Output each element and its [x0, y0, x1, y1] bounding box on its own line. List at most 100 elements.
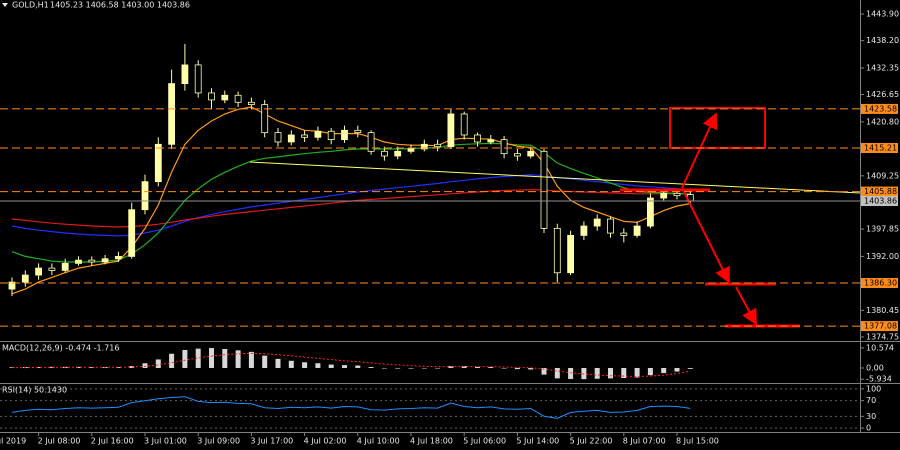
histogram-bar	[634, 367, 640, 378]
down-arrow	[683, 191, 730, 284]
candle-body	[553, 227, 561, 274]
candle-body	[181, 64, 189, 84]
up-arrow	[681, 112, 718, 189]
histogram-bar	[222, 349, 228, 368]
candle-body	[221, 94, 229, 101]
candle-body	[367, 132, 375, 152]
frame	[0, 0, 900, 433]
candle-body	[354, 129, 362, 134]
candle-body	[540, 150, 548, 229]
candle-body	[261, 104, 269, 134]
histogram-bar	[687, 367, 693, 369]
candle-body	[487, 139, 495, 143]
x-tick-label: 5 Jul 22:00	[570, 437, 613, 446]
histogram-bar	[142, 363, 148, 368]
y-tick-label: 1443.90	[866, 10, 899, 19]
histogram-bar	[674, 367, 680, 372]
histogram-bar	[355, 365, 361, 368]
candle-body	[500, 139, 508, 155]
histogram-bar	[302, 362, 308, 368]
candle-body	[35, 267, 42, 276]
candle-body	[88, 259, 96, 263]
candle-body	[247, 101, 255, 106]
y-tick-label: 1392.00	[866, 252, 899, 261]
level-label-box	[861, 143, 898, 154]
histogram-bar	[182, 349, 188, 368]
last-price-label: 1403.86	[864, 197, 897, 206]
candle-body	[115, 256, 122, 260]
x-tick-label: 2 Jul 08:00	[38, 437, 81, 446]
candle-body	[527, 150, 535, 157]
candle-body	[620, 232, 628, 236]
histogram-bar	[328, 364, 334, 368]
x-tick-label: 3 Jul 17:00	[250, 437, 293, 446]
candle-body	[673, 192, 681, 197]
level-label-box	[861, 103, 898, 114]
histogram-bar	[435, 367, 441, 369]
level-label: 1405.88	[864, 187, 897, 196]
candle-body	[341, 129, 348, 141]
x-tick-label: 4 Jul 02:00	[304, 437, 347, 446]
candle-body	[327, 130, 335, 141]
candle-body	[434, 143, 442, 148]
histogram-bar	[541, 367, 547, 375]
histogram-bar	[248, 351, 254, 368]
level-label-box	[861, 321, 898, 332]
histogram-bar	[115, 367, 121, 368]
candle-body	[567, 234, 574, 274]
candle-body	[168, 83, 176, 145]
histogram-bar	[568, 367, 574, 379]
y-tick-label: -5.934	[866, 375, 892, 384]
histogram-bar	[608, 367, 613, 379]
x-tick-label: 5 Jul 14:00	[516, 437, 559, 446]
histogram-bar	[288, 360, 294, 368]
y-tick-label: 0	[866, 424, 871, 433]
last-price-box	[861, 196, 898, 207]
y-tick-label: 1380.45	[866, 306, 899, 315]
trend-line	[249, 161, 860, 194]
candle-body	[8, 281, 16, 290]
candle-body	[301, 134, 309, 138]
histogram-bar	[195, 348, 201, 368]
panel-title: MACD(12,26,9) -0.474 -1.716	[2, 344, 119, 353]
quote: 1405.23 1406.58 1403.00 1403.86	[50, 1, 190, 10]
histogram-bar	[488, 367, 494, 368]
candle-body	[128, 209, 136, 257]
histogram-bar	[647, 367, 653, 376]
histogram-bar	[129, 366, 135, 368]
histogram-bar	[155, 359, 161, 368]
x-tick-label: 2 Jul 16:00	[91, 437, 134, 446]
histogram-bar	[275, 358, 281, 368]
candle-body	[394, 150, 402, 157]
down-arrow	[735, 286, 757, 326]
candle-body	[154, 143, 162, 183]
y-tick-label: 1420.80	[866, 117, 899, 126]
x-tick-label: 8 Jul 15:00	[676, 437, 719, 446]
histogram-bar	[342, 365, 347, 368]
level-label-box	[861, 186, 898, 197]
histogram-bar	[475, 366, 480, 368]
menu-arrow[interactable]	[2, 3, 8, 7]
x-tick-label: 4 Jul 10:00	[357, 437, 400, 446]
candle-body	[514, 153, 521, 157]
candle-body	[660, 192, 668, 199]
candle-body	[460, 113, 468, 136]
panel-title: RSI(14) 50.1430	[2, 386, 67, 395]
histogram-bar	[421, 367, 427, 369]
y-tick-label: 10.574	[866, 343, 894, 352]
chart-title: GOLD,H1	[12, 1, 49, 10]
histogram-bar	[76, 366, 81, 368]
histogram-bar	[514, 367, 520, 370]
candle-body	[593, 218, 601, 227]
moving-average	[11, 174, 691, 237]
candle-body	[141, 181, 149, 211]
histogram-bar	[395, 367, 401, 369]
candle-body	[21, 274, 29, 283]
histogram-bar	[594, 367, 600, 379]
candle-body	[447, 113, 455, 148]
candle-body	[380, 150, 388, 157]
candle-body	[314, 130, 322, 138]
histogram-bar	[36, 367, 42, 368]
histogram-bar	[315, 363, 321, 368]
